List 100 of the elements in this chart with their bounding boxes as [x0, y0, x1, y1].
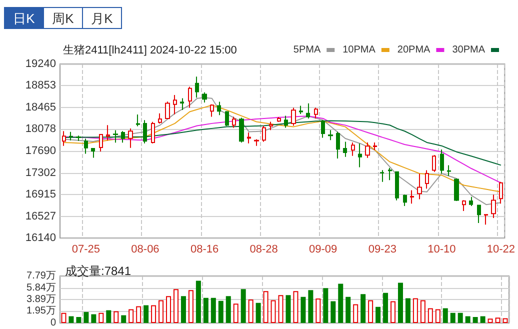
legend-label: 30PMA	[452, 44, 486, 56]
bar	[233, 304, 238, 323]
candlestick	[62, 130, 66, 146]
candlestick	[188, 86, 192, 108]
candlestick	[151, 121, 155, 144]
candlestick	[491, 194, 496, 218]
bar	[398, 282, 403, 323]
bar	[368, 300, 374, 323]
candlestick	[388, 167, 392, 181]
y-tick-label: 16915	[25, 188, 56, 200]
y-tick-label: 19240	[25, 58, 56, 70]
line-series	[63, 104, 502, 192]
candlestick	[217, 101, 221, 116]
candlestick	[284, 115, 288, 128]
bar	[286, 295, 291, 323]
line-series	[63, 97, 502, 206]
bar	[353, 304, 358, 323]
bar	[495, 318, 500, 323]
bar	[316, 298, 321, 323]
candlestick	[462, 200, 466, 212]
y-tick-label: 3.89万	[26, 294, 56, 306]
y-tick-label: 1.95万	[26, 306, 56, 317]
x-tick-label: 09-09	[309, 244, 338, 256]
candlestick	[210, 104, 214, 118]
bar	[203, 298, 208, 323]
bar	[263, 291, 268, 323]
candlestick	[499, 181, 503, 204]
candlestick	[232, 116, 236, 128]
chart-title: 生猪2411[lh2411] 2024-10-22 15:00	[63, 44, 237, 56]
candlestick	[351, 142, 355, 156]
bar	[106, 310, 112, 323]
candlestick	[417, 173, 422, 200]
bar	[98, 312, 104, 323]
bar	[61, 312, 66, 323]
bar	[76, 316, 82, 323]
tab-button: 周K	[43, 7, 83, 29]
bar	[196, 280, 201, 323]
candlestick	[91, 148, 95, 158]
x-tick-label: 10-22	[486, 244, 516, 256]
bar	[144, 305, 149, 323]
legend-label: 10PMA	[342, 44, 376, 56]
y-tick-label: 17302	[25, 166, 56, 179]
candlestick	[477, 204, 481, 224]
bar	[308, 290, 314, 323]
y-tick-label: 18078	[25, 123, 56, 136]
candlestick	[121, 130, 125, 144]
candlestick	[99, 134, 103, 152]
candlestick	[440, 148, 444, 174]
bar	[256, 302, 261, 323]
bar	[376, 306, 381, 323]
bar	[412, 298, 418, 323]
candlestick	[425, 170, 429, 190]
bar	[458, 312, 463, 323]
bar	[428, 308, 433, 323]
bar	[383, 292, 388, 323]
candlestick	[180, 98, 184, 111]
candlestick	[136, 114, 140, 127]
bar	[180, 296, 186, 323]
candlestick	[403, 194, 407, 207]
bar	[218, 300, 224, 323]
y-tick-label: 7.79万	[26, 270, 56, 282]
candlestick	[269, 121, 273, 131]
y-tick-label: 17690	[25, 145, 56, 157]
candlestick	[76, 135, 81, 142]
candlestick	[432, 154, 436, 172]
candlestick	[410, 190, 414, 204]
x-tick-label: 10-10	[428, 244, 456, 256]
bar	[502, 318, 508, 323]
y-tick-label: 18853	[25, 80, 56, 92]
bar	[360, 294, 366, 323]
x-tick-label: 08-06	[131, 244, 160, 256]
candlestick	[69, 131, 73, 141]
candlestick	[106, 124, 110, 141]
y-tick-label: 16527	[25, 210, 56, 222]
candlestick	[328, 130, 333, 141]
y-tick-label: 5.84万	[26, 282, 56, 294]
bar	[338, 284, 344, 323]
bar	[151, 305, 156, 323]
candlestick	[173, 94, 177, 115]
x-tick-label: 08-28	[250, 244, 278, 256]
bar	[248, 300, 254, 323]
candlestick	[195, 76, 199, 98]
x-tick-label: 08-16	[190, 244, 219, 256]
bar	[91, 314, 96, 323]
bar	[114, 311, 119, 323]
bar	[84, 312, 89, 323]
candlestick	[306, 102, 310, 119]
candlestick	[380, 170, 384, 182]
bar	[300, 296, 306, 323]
legend-label: 20PMA	[397, 44, 431, 56]
y-tick-label: 0	[50, 318, 56, 328]
bar	[420, 300, 426, 323]
candlestick	[321, 120, 325, 138]
bar	[472, 316, 478, 323]
candlestick	[447, 164, 451, 176]
bar	[173, 289, 178, 323]
bar	[323, 288, 328, 323]
candlestick	[454, 178, 459, 202]
candlestick	[343, 141, 347, 158]
bar	[158, 300, 164, 323]
